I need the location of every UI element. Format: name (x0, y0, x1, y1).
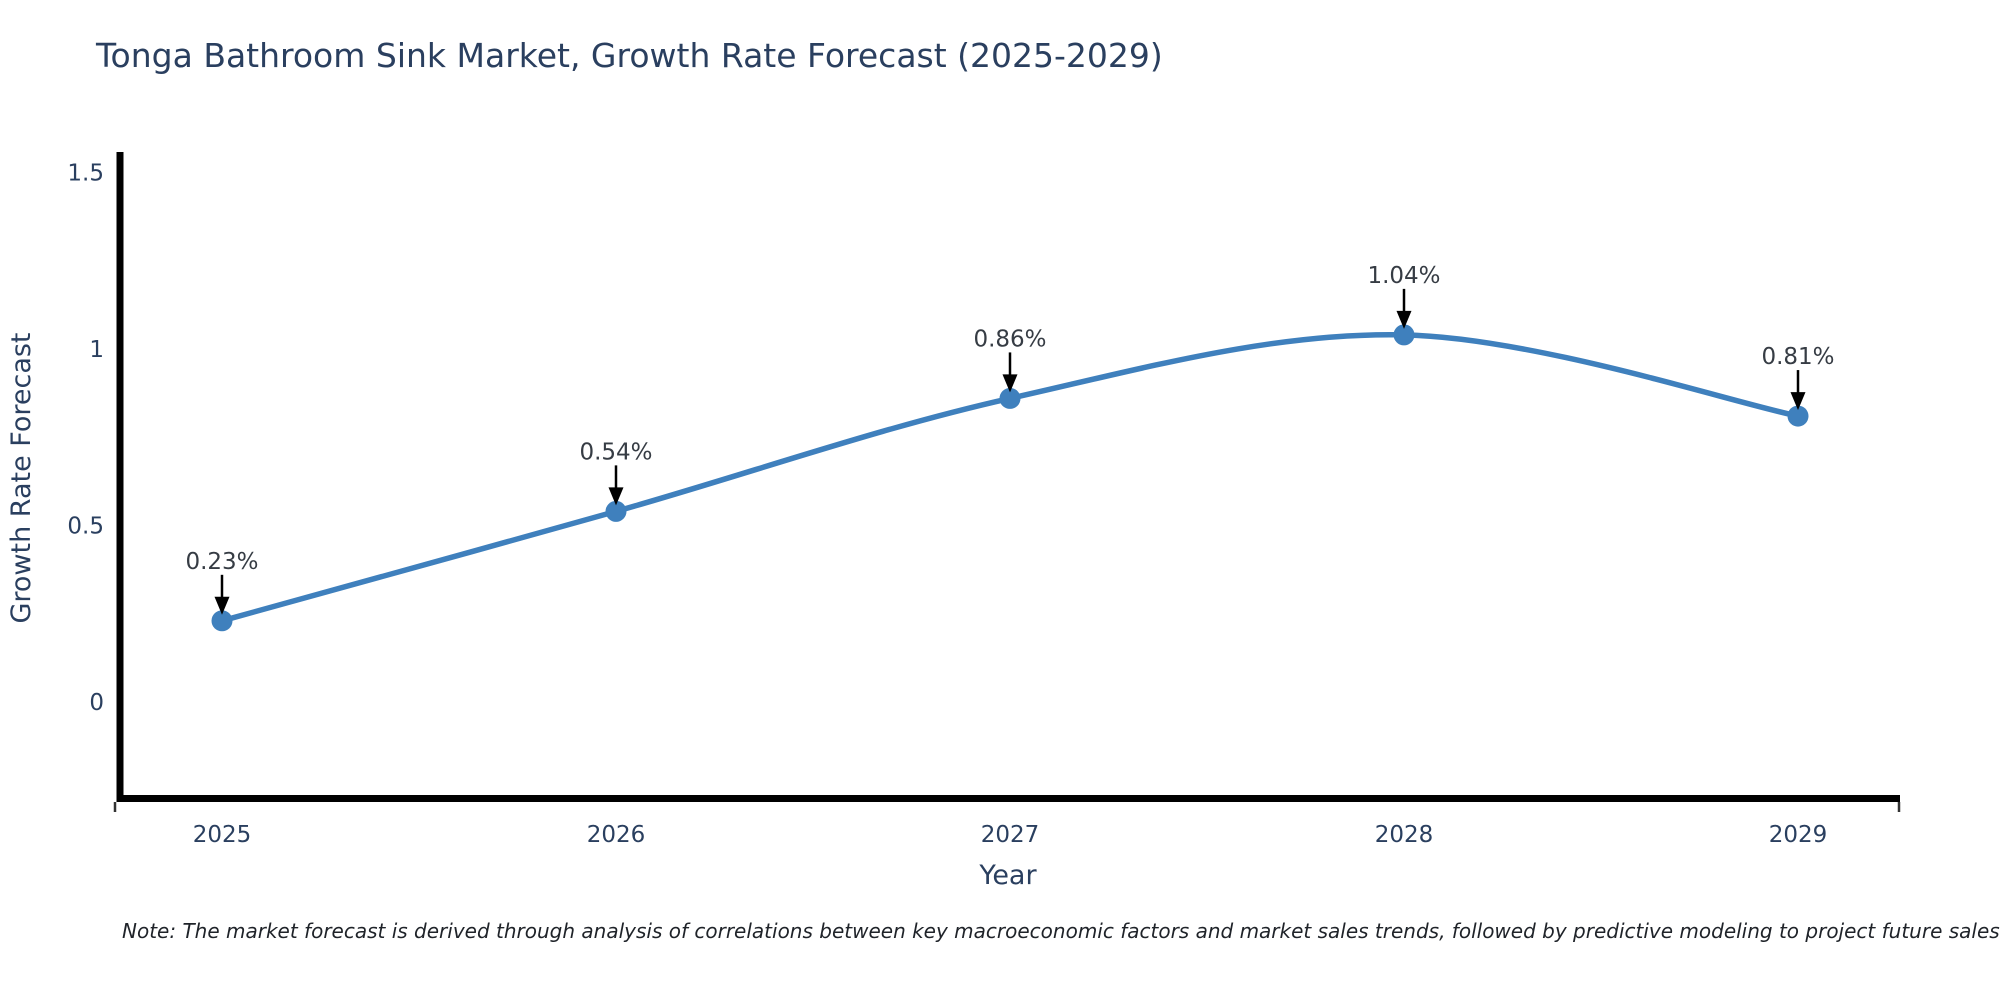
annotation-arrowhead (214, 596, 230, 615)
x-tick-labels: 2025 2026 2027 2028 2029 (193, 822, 1828, 848)
footnote: Note: The market forecast is derived thr… (122, 919, 2000, 943)
annotations-layer: 0.23% 0.54% 0.86% 1.04% 0.81% (185, 263, 1835, 615)
annotation-arrowhead (1790, 392, 1806, 411)
x-tick-label: 2028 (1375, 822, 1434, 848)
annotation-label: 0.23% (185, 549, 258, 575)
annotation-label: 0.81% (1761, 344, 1834, 370)
x-tick-label: 2029 (1769, 822, 1828, 848)
annotation-arrowhead (1002, 374, 1018, 393)
y-tick-label: 0.5 (67, 514, 104, 540)
y-tick-labels: 0 0.5 1 1.5 (67, 161, 104, 717)
data-point-marker (1787, 405, 1809, 427)
data-point-marker (211, 610, 233, 632)
annotation-label: 1.04% (1367, 263, 1440, 289)
x-axis-label: Year (978, 860, 1037, 891)
y-axis-label: Growth Rate Forecast (6, 332, 37, 623)
y-tick-label: 1.5 (67, 161, 104, 187)
data-point-marker (1393, 324, 1415, 346)
y-tick-label: 1 (89, 337, 104, 363)
x-tick-label: 2027 (981, 822, 1040, 848)
data-point-marker (999, 387, 1021, 409)
y-tick-label: 0 (89, 690, 104, 716)
data-point-marker (605, 500, 627, 522)
annotation-label: 0.86% (973, 326, 1046, 352)
series-layer (211, 324, 1809, 632)
x-tick-label: 2026 (587, 822, 646, 848)
x-tick-label: 2025 (193, 822, 252, 848)
annotation-arrowhead (1396, 310, 1412, 329)
annotation-arrowhead (608, 487, 624, 506)
annotation-label: 0.54% (579, 439, 652, 465)
chart-title: Tonga Bathroom Sink Market, Growth Rate … (95, 36, 1163, 75)
